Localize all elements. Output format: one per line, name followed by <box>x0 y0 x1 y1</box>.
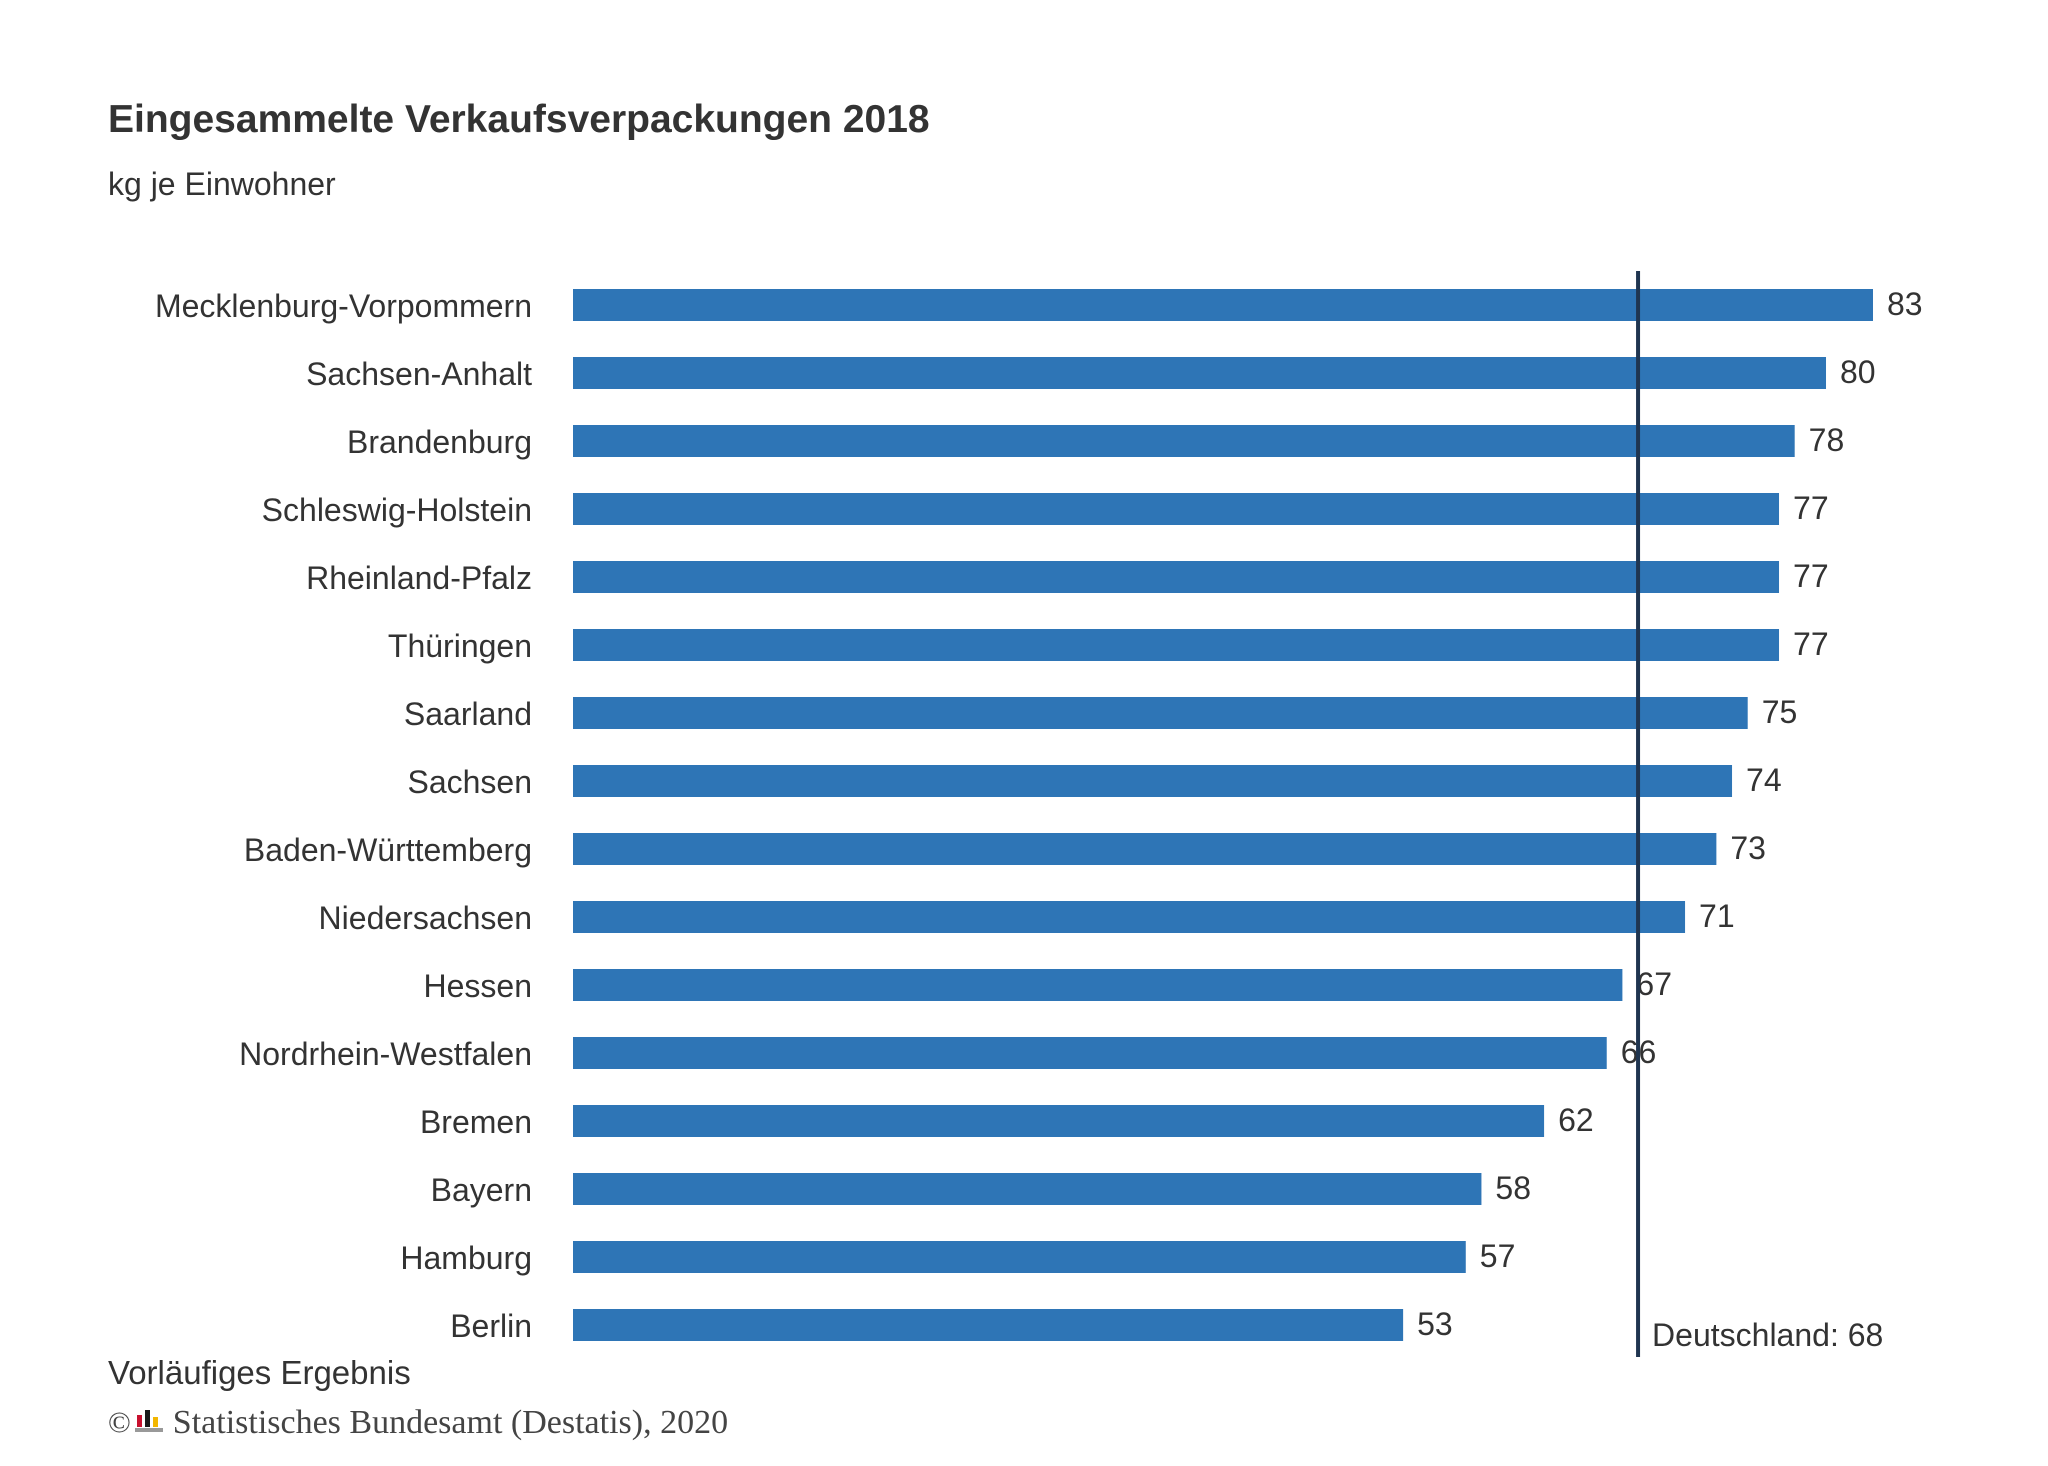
value-label: 57 <box>1480 1238 1516 1274</box>
bar <box>573 289 1873 321</box>
category-label: Sachsen <box>407 764 532 800</box>
footnote: Vorläufiges Ergebnis <box>108 1354 411 1391</box>
value-label: 53 <box>1417 1306 1453 1342</box>
bar <box>573 1037 1607 1069</box>
source-line: © Statistisches Bundesamt (Destatis), 20… <box>108 1404 728 1442</box>
bar <box>573 357 1827 389</box>
category-label: Mecklenburg-Vorpommern <box>155 288 532 324</box>
bar <box>573 493 1780 525</box>
value-label: 80 <box>1840 354 1876 390</box>
category-label: Berlin <box>450 1308 532 1344</box>
bar <box>573 1105 1545 1137</box>
value-label: 77 <box>1793 490 1829 526</box>
value-label: 58 <box>1495 1170 1531 1206</box>
bar <box>573 629 1780 661</box>
source-text: Statistisches Bundesamt (Destatis), 2020 <box>172 1404 729 1441</box>
destatis-logo-icon <box>134 1404 165 1442</box>
category-label: Schleswig-Holstein <box>262 492 532 528</box>
value-label: 77 <box>1793 558 1829 594</box>
category-label: Bayern <box>431 1172 532 1208</box>
bar <box>573 1173 1482 1205</box>
value-label: 71 <box>1699 898 1735 934</box>
category-label: Baden-Württemberg <box>244 832 532 868</box>
category-label: Nordrhein-Westfalen <box>239 1036 532 1072</box>
bar <box>573 425 1795 457</box>
bar <box>573 1309 1404 1341</box>
value-label: 73 <box>1730 830 1766 866</box>
category-label: Rheinland-Pfalz <box>306 560 532 596</box>
category-label: Bremen <box>420 1104 532 1140</box>
bar <box>573 969 1623 1001</box>
category-label: Brandenburg <box>347 424 532 460</box>
bar <box>573 833 1717 865</box>
value-label: 74 <box>1746 762 1782 798</box>
copyright-symbol: © <box>108 1406 131 1439</box>
value-label: 62 <box>1558 1102 1594 1138</box>
category-label: Hamburg <box>400 1240 532 1276</box>
category-label: Niedersachsen <box>319 900 532 936</box>
value-label: 67 <box>1636 966 1672 1002</box>
bar <box>573 697 1748 729</box>
value-label: 77 <box>1793 626 1829 662</box>
value-label: 75 <box>1762 694 1798 730</box>
category-label: Saarland <box>404 696 532 732</box>
value-label: 78 <box>1809 422 1845 458</box>
category-label: Hessen <box>424 968 533 1004</box>
category-label: Thüringen <box>388 628 532 664</box>
chart-subtitle: kg je Einwohner <box>108 166 336 202</box>
category-label: Sachsen-Anhalt <box>306 356 532 392</box>
reference-line-label: Deutschland: 68 <box>1652 1317 1883 1353</box>
bar <box>573 901 1686 933</box>
chart-title: Eingesammelte Verkaufsverpackungen 2018 <box>108 98 930 141</box>
bar <box>573 1241 1466 1273</box>
bar <box>573 765 1733 797</box>
bar <box>573 561 1780 593</box>
value-label: 83 <box>1887 286 1923 322</box>
